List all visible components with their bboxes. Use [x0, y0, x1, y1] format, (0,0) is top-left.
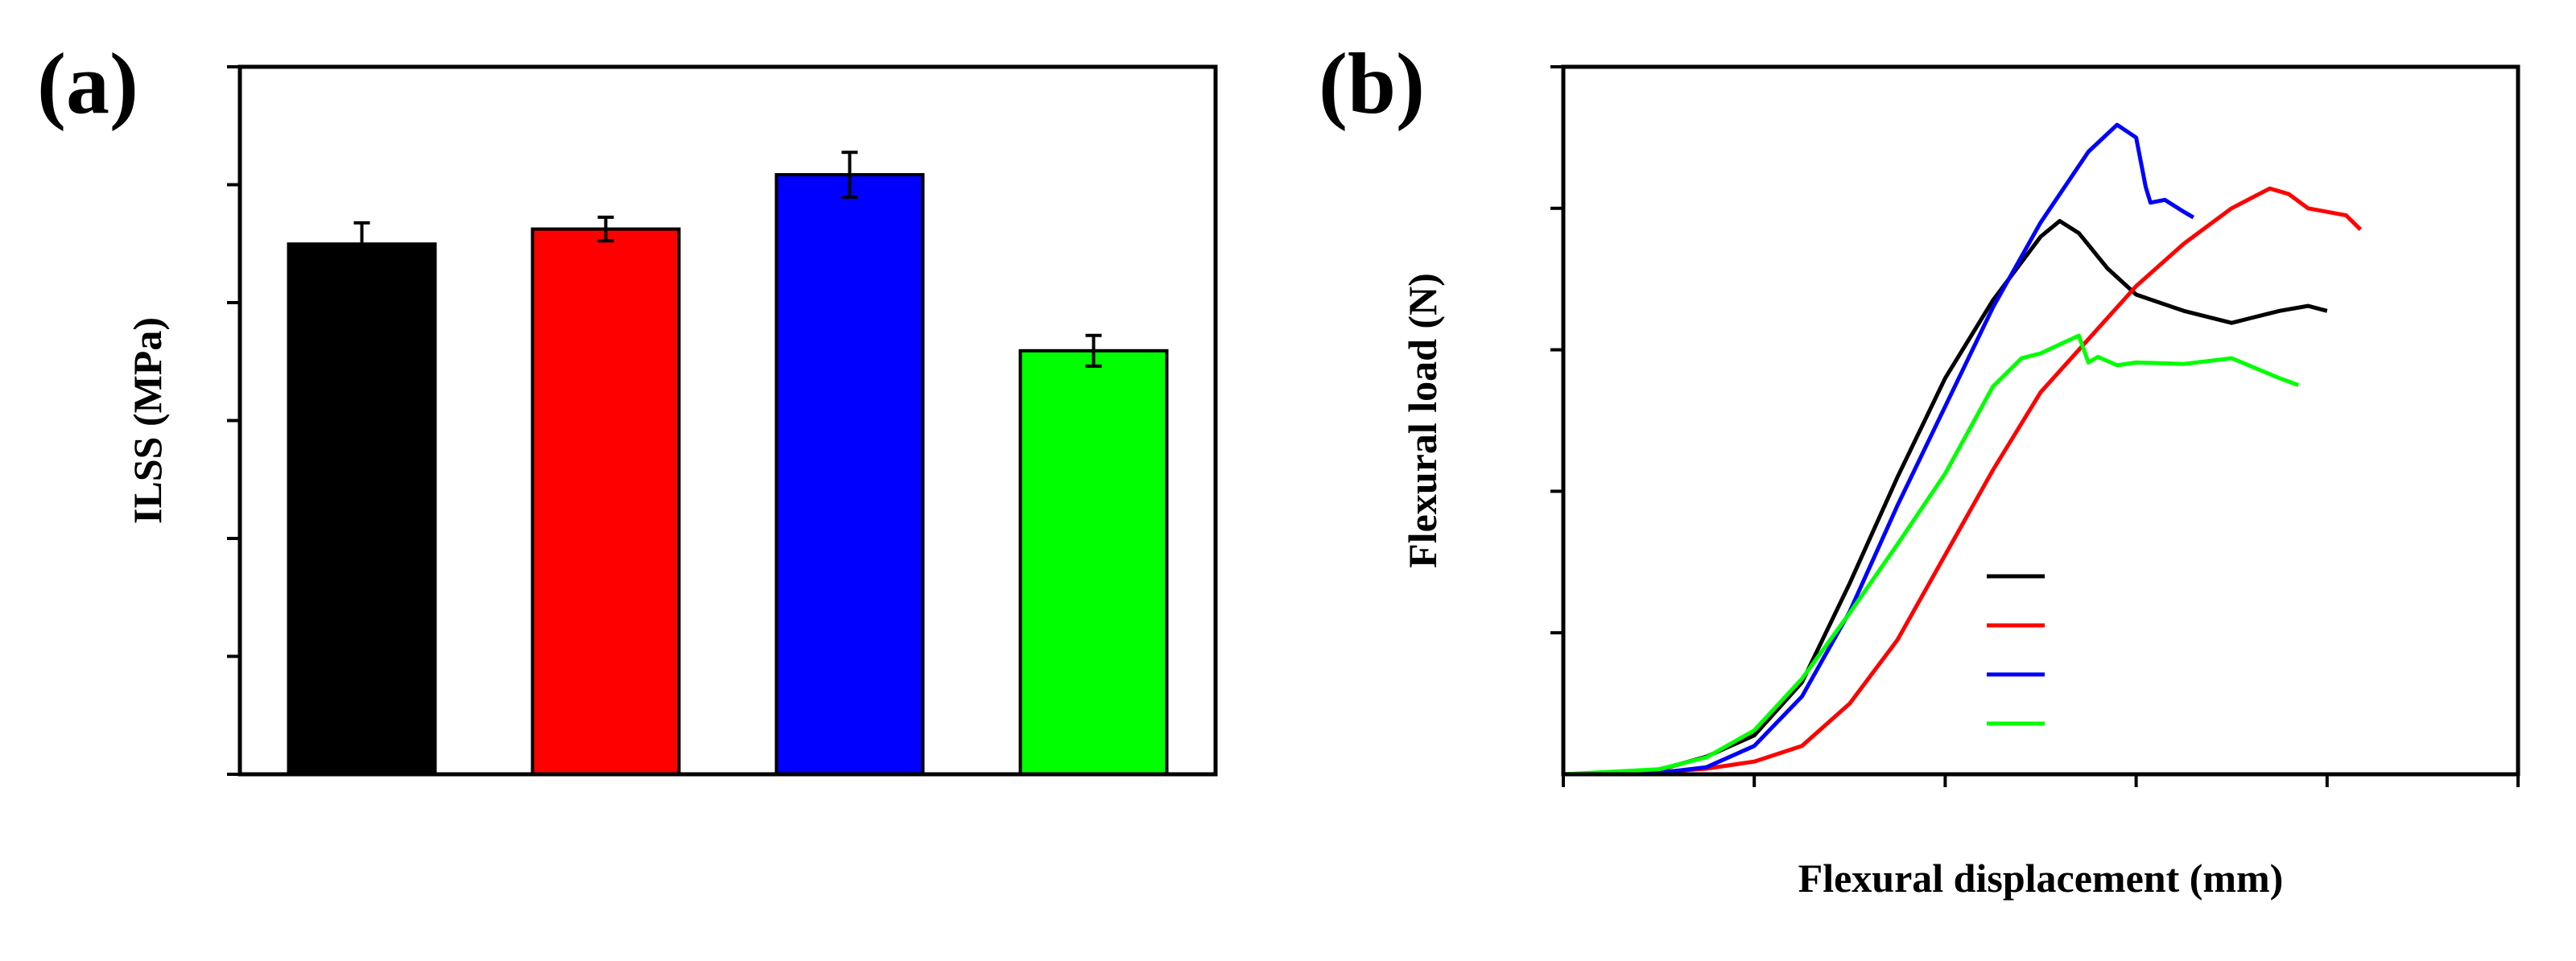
- axis-ticks: [1550, 65, 2520, 787]
- legend: [1987, 574, 2045, 726]
- panel-label-b: (b): [1319, 36, 1425, 132]
- bar-4: [1018, 349, 1169, 777]
- series-lines: [1563, 122, 2363, 777]
- bars: [287, 151, 1169, 777]
- bar-chart-panel: (a) ILSS (MPa): [37, 36, 1218, 777]
- series-line-2: [1563, 186, 2363, 777]
- series-line-3: [1563, 122, 2195, 777]
- bar-1: [287, 242, 437, 776]
- x-axis-title: Flexural displacement (mm): [1798, 856, 2284, 901]
- bar-2: [530, 227, 681, 777]
- bar-3: [774, 173, 925, 777]
- plot-frame: [237, 64, 1218, 777]
- y-axis-ticks: [227, 65, 240, 776]
- y-axis-title: ILSS (MPa): [125, 317, 170, 524]
- plot-frame: [1561, 64, 2520, 777]
- series-line-1: [1563, 219, 2328, 777]
- line-chart-panel: (b) Flexural load (N) Flexural displacem…: [1319, 36, 2520, 901]
- series-line-4: [1563, 333, 2300, 777]
- y-axis-title: Flexural load (N): [1400, 273, 1445, 568]
- panel-label-a: (a): [37, 36, 138, 132]
